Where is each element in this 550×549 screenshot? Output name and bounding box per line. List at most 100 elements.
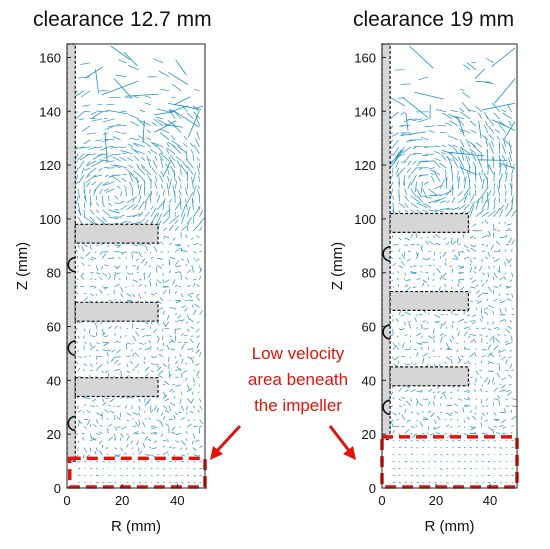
velocity-vector [463,244,469,249]
velocity-vector [160,158,164,168]
velocity-vector [93,188,97,196]
velocity-vector [156,116,164,120]
velocity-vector [484,120,489,126]
velocity-vector [496,240,500,245]
velocity-vector [173,415,176,420]
velocity-vector [82,436,85,441]
velocity-vector [150,293,155,296]
velocity-vector [166,345,170,350]
velocity-vector [410,174,417,186]
velocity-vector [190,237,194,240]
velocity-vector [430,433,435,436]
velocity-vector [148,417,152,420]
velocity-vector [108,202,112,207]
velocity-vector [121,177,127,183]
velocity-vector [505,172,508,182]
velocity-vector [136,265,140,271]
velocity-vector [108,325,112,329]
velocity-vector [398,174,400,185]
velocity-vector [443,433,447,435]
velocity-vector [169,446,173,448]
velocity-vector [181,454,186,457]
velocity-vector [177,176,182,182]
velocity-vector [416,390,423,393]
velocity-vector [197,165,200,175]
velocity-vector [156,347,159,350]
velocity-vector [107,427,109,434]
velocity-vector [160,88,170,92]
velocity-vector [428,388,432,392]
velocity-vector [110,146,121,149]
velocity-vector [114,414,116,420]
velocity-vector [398,398,402,401]
velocity-vector [493,345,499,350]
velocity-vector [143,272,146,275]
velocity-vector [401,342,405,349]
velocity-vector [86,160,91,165]
velocity-vector [477,112,483,119]
velocity-vector [194,363,200,366]
velocity-vector [120,205,128,211]
velocity-vector [475,353,477,357]
velocity-vector [511,398,517,400]
velocity-vector [414,317,417,322]
velocity-vector [121,132,127,135]
velocity-vector [114,325,118,329]
hub-arc [382,246,391,262]
velocity-vector [174,291,177,294]
axis-ticks: 0 20 40 60 80 100 120 140 160 0 20 40 [39,50,184,508]
velocity-vector [473,257,477,260]
velocity-vector [504,221,506,224]
velocity-vector [177,314,182,319]
velocity-vector [150,370,154,373]
velocity-vector [175,433,182,435]
velocity-vector [179,201,182,210]
velocity-vector [440,131,447,134]
velocity-vector [392,139,400,148]
velocity-vector [463,433,469,436]
velocity-vector [129,181,134,189]
velocity-vector [108,423,112,427]
velocity-vector [81,125,91,132]
velocity-vector [499,208,504,217]
velocity-vector [194,303,200,308]
velocity-vector [429,129,435,134]
velocity-vector [156,419,162,423]
velocity-vector [168,388,174,392]
velocity-vector [185,362,188,365]
velocity-vector [149,148,158,155]
velocity-vector [95,139,103,142]
velocity-vector [83,296,88,301]
velocity-vector [185,199,188,210]
velocity-vector [96,342,100,344]
y-tick-label: 100 [39,212,61,227]
velocity-vector [507,227,512,232]
velocity-vector [132,284,134,287]
velocity-vector [106,352,109,357]
velocity-vector [440,347,443,350]
velocity-vector [197,409,200,413]
velocity-vector [94,450,97,455]
velocity-vector [481,186,489,196]
velocity-vector [187,269,192,274]
velocity-vector [139,120,152,127]
velocity-vector [168,156,176,168]
velocity-vector [199,276,201,280]
velocity-vector [499,425,504,427]
velocity-vector [505,359,508,364]
annotation-line-3: the impeller [254,396,342,415]
velocity-vector [175,384,182,387]
velocity-vector [199,268,202,273]
velocity-vector [179,398,182,405]
velocity-vector [444,283,447,287]
velocity-vector [487,379,491,385]
velocity-vector [141,328,145,331]
velocity-vector [495,432,500,434]
velocity-vector [151,447,158,450]
velocity-vector [193,447,197,452]
velocity-vector [112,176,121,183]
velocity-vector [496,136,500,141]
velocity-vector [127,143,133,148]
velocity-vector [469,376,473,379]
